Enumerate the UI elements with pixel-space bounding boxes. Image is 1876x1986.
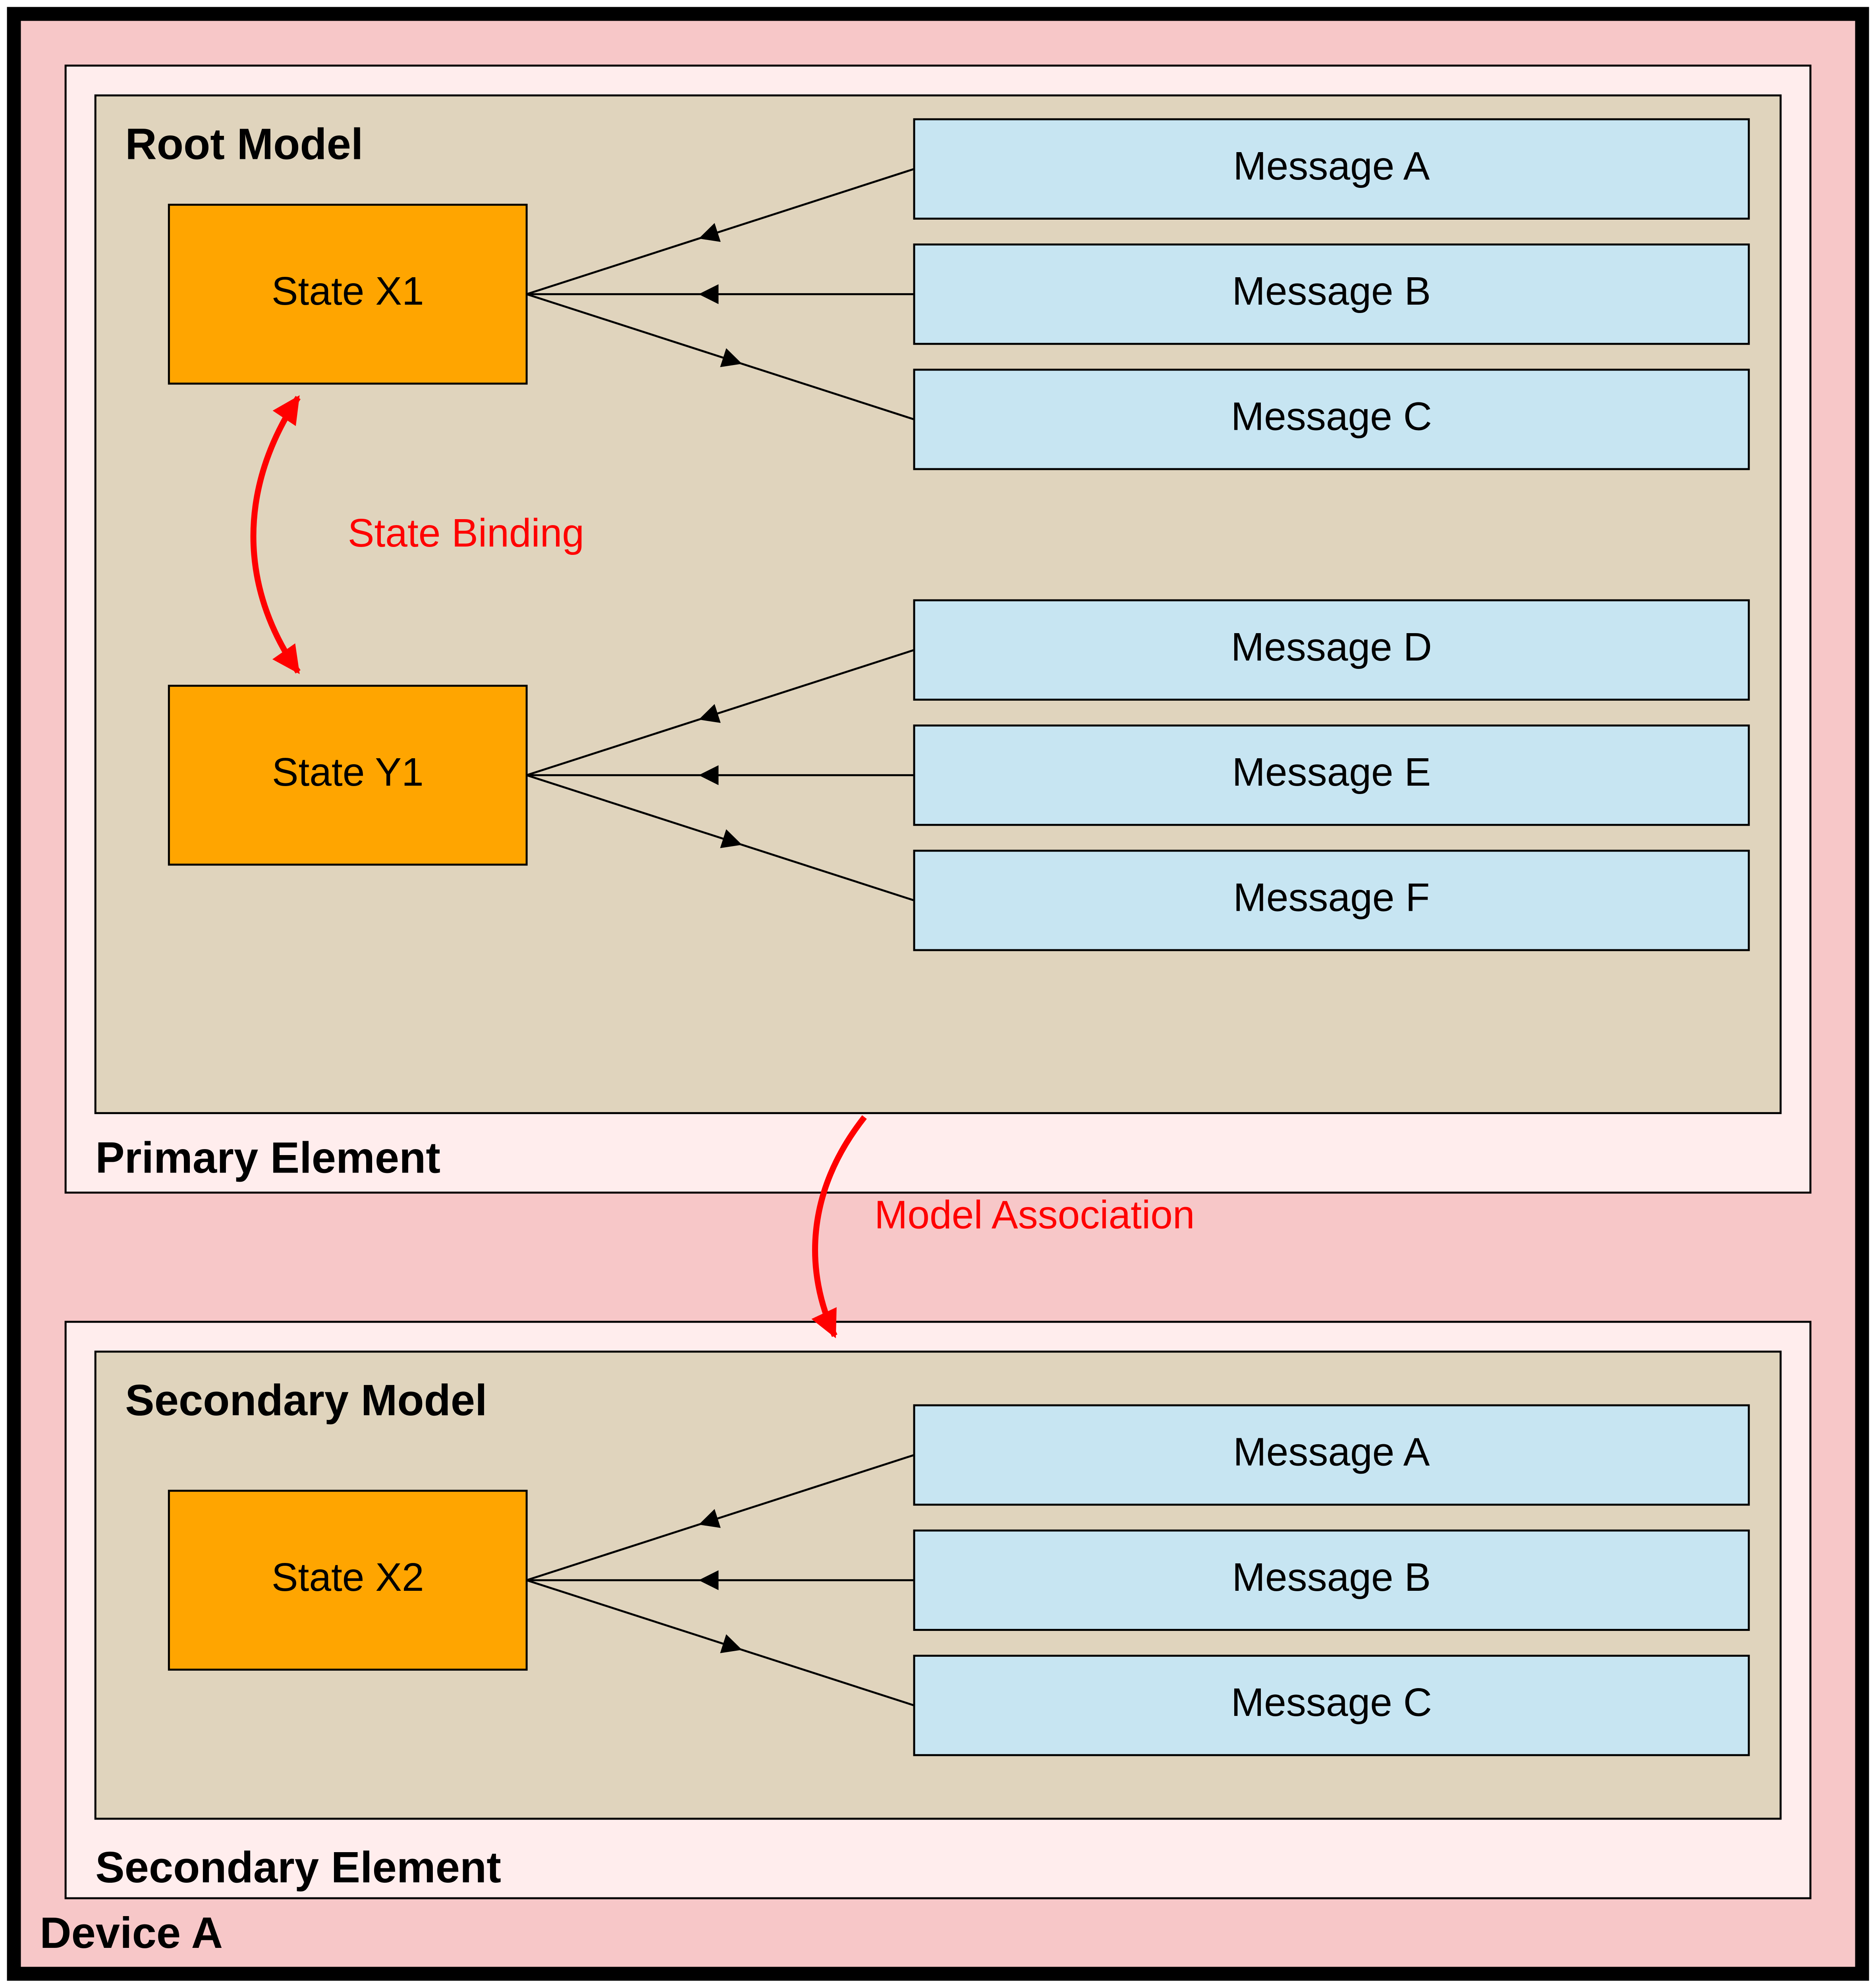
msg-f1-label: Message F [1233, 875, 1430, 920]
state-y1-label: State Y1 [272, 750, 424, 794]
state-x2-label: State X2 [272, 1555, 424, 1600]
secondary-model-label: Secondary Model [125, 1376, 487, 1425]
model-association-label: Model Association [874, 1193, 1195, 1237]
state-x1-label: State X1 [272, 269, 424, 313]
msg-c1-label: Message C [1231, 394, 1432, 439]
root-model-label: Root Model [125, 120, 363, 168]
msg-e1-label: Message E [1232, 750, 1431, 794]
state-binding-label: State Binding [348, 511, 584, 555]
msg-d1-label: Message D [1231, 625, 1432, 669]
msg-b2-label: Message B [1232, 1555, 1431, 1600]
device-label: Device A [40, 1909, 223, 1957]
architecture-diagram: Root Model State X1 State Y1 Message A Messa… [0, 0, 1876, 1986]
primary-element-label: Primary Element [95, 1133, 440, 1182]
msg-a1-label: Message A [1233, 144, 1430, 188]
msg-b1-label: Message B [1232, 269, 1431, 313]
msg-c2-label: Message C [1231, 1680, 1432, 1725]
msg-a2-label: Message A [1233, 1430, 1430, 1474]
secondary-element-label: Secondary Element [95, 1843, 501, 1892]
